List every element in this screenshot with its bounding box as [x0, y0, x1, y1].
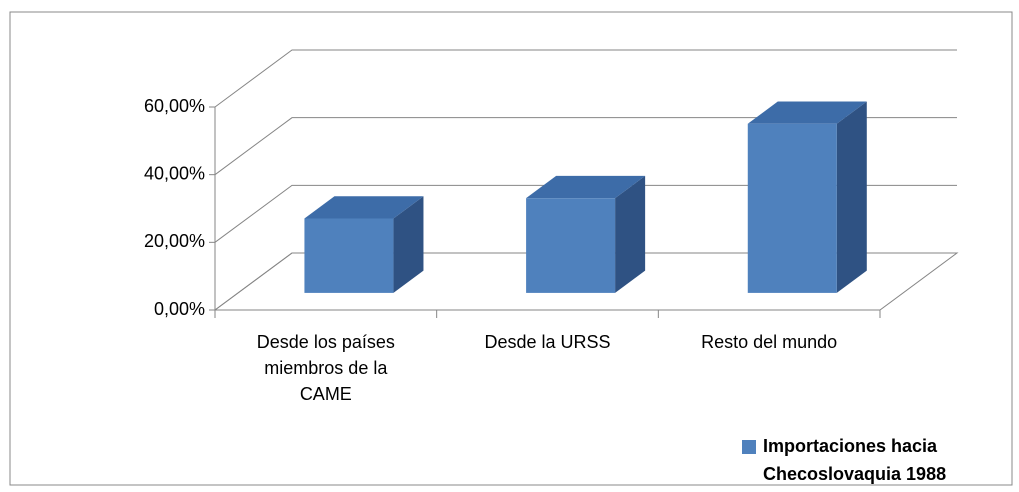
y-tick-label: 20,00%	[144, 231, 205, 251]
grid-line	[214, 49, 957, 108]
legend-swatch	[742, 440, 756, 454]
bar-top	[526, 175, 646, 199]
legend: Importaciones hacia Checoslovaquia 1988	[742, 432, 1003, 488]
x-tick-label: Desde la URSS	[484, 332, 611, 352]
bar-top	[304, 196, 424, 219]
bar-side	[836, 101, 867, 293]
legend-label: Importaciones hacia Checoslovaquia 1988	[763, 436, 947, 484]
bar-side	[615, 175, 646, 293]
bar-side	[393, 196, 424, 293]
chart-border	[9, 11, 1013, 486]
bar-top	[747, 101, 867, 124]
x-tick-label: Resto del mundo	[701, 332, 838, 352]
y-tick-label: 40,00%	[144, 163, 205, 183]
bar	[526, 198, 616, 293]
bar	[747, 123, 837, 293]
grid-line	[214, 184, 957, 243]
y-tick-label: 60,00%	[144, 96, 205, 116]
grid-line	[214, 117, 957, 176]
x-tick-label: Desde los países miembros de la CAME	[256, 332, 395, 404]
grid-line	[214, 252, 957, 311]
y-tick-label: 0,00%	[154, 299, 205, 319]
bar	[304, 218, 394, 293]
